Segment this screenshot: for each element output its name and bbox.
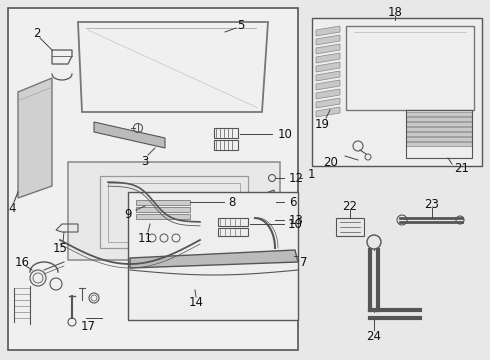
Text: 22: 22 xyxy=(343,199,358,212)
Bar xyxy=(128,192,298,320)
Text: 17: 17 xyxy=(80,320,96,333)
Polygon shape xyxy=(406,117,472,121)
Polygon shape xyxy=(316,80,340,90)
Polygon shape xyxy=(18,78,52,198)
Polygon shape xyxy=(316,26,340,36)
Text: 16: 16 xyxy=(15,256,29,269)
Text: 23: 23 xyxy=(424,198,440,211)
Bar xyxy=(8,8,298,350)
Text: 2: 2 xyxy=(33,27,41,40)
Text: 7: 7 xyxy=(300,256,308,269)
Text: 11: 11 xyxy=(138,231,152,244)
Polygon shape xyxy=(406,142,472,146)
Polygon shape xyxy=(316,53,340,63)
Polygon shape xyxy=(406,132,472,136)
Text: 21: 21 xyxy=(454,162,469,175)
Polygon shape xyxy=(136,214,190,219)
Polygon shape xyxy=(130,250,298,268)
Text: 15: 15 xyxy=(52,242,68,255)
Polygon shape xyxy=(406,122,472,126)
Polygon shape xyxy=(316,35,340,45)
Polygon shape xyxy=(406,127,472,131)
Bar xyxy=(312,18,482,166)
Polygon shape xyxy=(136,207,190,212)
Polygon shape xyxy=(406,112,472,116)
Text: 1: 1 xyxy=(308,167,316,180)
Polygon shape xyxy=(316,89,340,99)
Text: 24: 24 xyxy=(367,329,382,342)
Polygon shape xyxy=(316,107,340,117)
Polygon shape xyxy=(258,190,276,210)
Text: 13: 13 xyxy=(289,213,304,226)
Polygon shape xyxy=(406,137,472,141)
Text: 3: 3 xyxy=(141,154,148,167)
Text: 6: 6 xyxy=(289,195,296,208)
Text: 19: 19 xyxy=(315,117,329,131)
Text: 9: 9 xyxy=(124,207,132,220)
Text: 8: 8 xyxy=(228,195,235,208)
Text: 12: 12 xyxy=(289,171,304,185)
Polygon shape xyxy=(68,162,280,260)
Text: 5: 5 xyxy=(237,18,245,32)
Polygon shape xyxy=(316,71,340,81)
Bar xyxy=(406,110,472,158)
Text: 20: 20 xyxy=(323,156,338,168)
Text: 10: 10 xyxy=(288,217,303,230)
Text: 18: 18 xyxy=(388,5,402,18)
Polygon shape xyxy=(316,44,340,54)
Polygon shape xyxy=(100,176,248,248)
Text: 14: 14 xyxy=(189,297,203,310)
Text: 10: 10 xyxy=(278,127,293,140)
Polygon shape xyxy=(316,98,340,108)
Text: 4: 4 xyxy=(8,202,16,215)
Polygon shape xyxy=(316,62,340,72)
Polygon shape xyxy=(136,200,190,205)
Polygon shape xyxy=(94,122,165,148)
